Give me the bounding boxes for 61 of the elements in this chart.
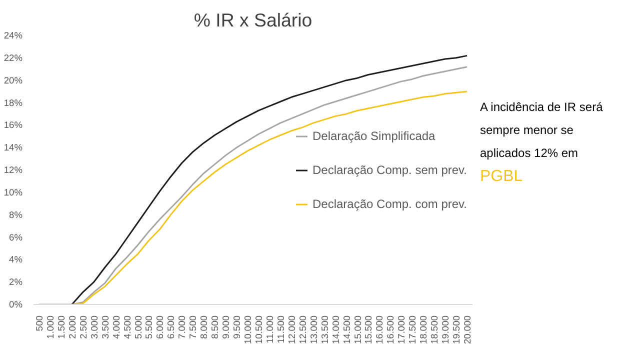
x-tick-label: 15.500 [364,316,374,344]
y-tick-label: 20% [4,75,22,86]
y-tick-label: 18% [4,98,22,108]
chart-title: % IR x Salário [194,10,312,30]
x-tick-label: 16.500 [386,316,396,344]
y-tick-label: 6% [9,232,22,242]
y-tick-label: 24% [4,30,22,40]
x-tick-label: 20.000 [462,316,473,344]
x-tick-label: 9.500 [232,316,242,339]
x-tick-label: 18.000 [418,316,429,344]
y-tick-label: 12% [4,165,22,175]
y-tick-label: 14% [4,142,22,153]
x-tick-label: 1.500 [56,316,66,339]
x-tick-label: 10.000 [243,316,254,344]
y-tick-label: 22% [4,52,22,63]
y-tick-label: 16% [4,120,22,130]
x-tick-label: 7.000 [177,316,188,339]
y-tick-label: 8% [9,210,22,220]
x-tick-label: 11.000 [264,315,275,344]
x-tick-label: 3.500 [100,316,110,339]
text: PGBL [480,167,524,187]
x-tick-label: 14.000 [330,316,341,344]
x-tick-label: 8.500 [210,316,220,339]
x-tick-label: 19.000 [440,316,451,344]
x-tick-label: 8.000 [199,316,210,339]
x-tick-label: 4.000 [111,316,122,339]
text: sempre menor se [480,122,574,139]
x-tick-label: 7.500 [188,316,198,339]
x-tick-label: 12.000 [286,316,297,344]
x-tick-label: 16.000 [374,316,385,344]
x-tick-label: 6.500 [166,316,176,339]
x-tick-label: 10.500 [254,316,264,344]
x-tick-label: 15.000 [352,316,363,344]
legend-label: Declaração Comp. com prev. [312,196,467,210]
x-tick-label: 4.500 [122,316,132,339]
y-tick-label: 4% [9,254,22,265]
x-tick-label: 2.000 [67,316,78,339]
x-tick-label: 11.500 [276,315,286,344]
legend-label: Declaração Comp. sem prev. [312,162,467,176]
y-tick-label: 0% [9,300,22,310]
x-tick-label: 17.500 [408,316,418,344]
y-tick-label: 2% [9,277,22,288]
text: A incidência de IR será [480,99,603,116]
x-tick-label: 5.000 [133,316,144,339]
x-tick-label: 3.000 [89,316,100,339]
x-tick-label: 12.500 [298,316,308,344]
x-tick-label: 5.500 [144,316,154,339]
x-tick-label: 17.000 [396,316,407,344]
x-tick-label: 2.500 [78,316,88,339]
x-tick-label: 6.000 [155,316,166,339]
y-tick-label: 10% [4,187,22,198]
x-tick-label: 18.500 [430,316,440,344]
x-tick-label: 13.500 [320,316,330,344]
x-tick-label: 14.500 [342,316,352,344]
x-tick-label: 13.000 [308,316,319,344]
text: aplicados 12% em [480,145,580,162]
x-tick-label: 9.000 [221,316,232,339]
x-tick-label: 1.000 [45,316,56,339]
x-tick-label: 19.500 [452,316,462,344]
x-tick-label: 500 [34,315,44,332]
legend-label: Delaração Simplificada [312,128,436,142]
